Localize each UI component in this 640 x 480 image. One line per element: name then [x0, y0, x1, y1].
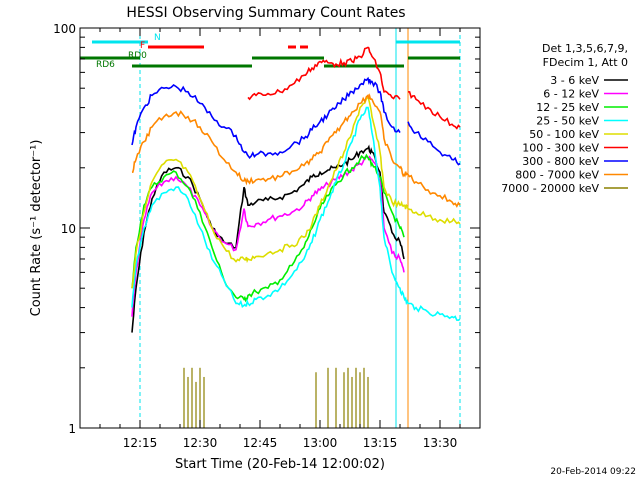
y-tick-label-2: 100	[53, 22, 76, 36]
series-0-line-0	[131, 144, 405, 333]
flag-label-n: N	[154, 33, 161, 43]
legend: Det 1,3,5,6,7,9,FDecim 1, Att 0 3 - 6 keV…	[501, 42, 628, 195]
legend-label-8: 7000 - 20000 keV	[501, 182, 599, 195]
y-tick-label-0: 1	[68, 422, 76, 436]
series-6-line-1	[407, 121, 461, 166]
x-tick-label-1: 12:30	[183, 436, 218, 450]
series-5-line-0	[247, 46, 401, 101]
series-7-line-0	[131, 92, 461, 208]
series-6-line-0	[131, 76, 401, 160]
series-3-line-0	[131, 106, 461, 322]
flag-label-rd0: RD0	[128, 51, 147, 61]
legend-label-3: 25 - 50 keV	[536, 115, 599, 128]
legend-label-1: 6 - 12 keV	[543, 88, 599, 101]
x-tick-label-5: 13:30	[423, 436, 458, 450]
flag-label-rd6: RD6	[96, 60, 115, 70]
legend-label-4: 50 - 100 keV	[529, 128, 599, 141]
axes-layer: 1 10 100 12:15 12:30 12:45 13:00 13:15 13:30	[53, 22, 480, 450]
chart-title: HESSI Observing Summary Count Rates	[126, 5, 405, 21]
x-tick-label-4: 13:15	[363, 436, 398, 450]
y-tick-label-1: 10	[61, 222, 76, 236]
legend-label-7: 800 - 7000 keV	[515, 169, 599, 182]
series-5-line-1	[407, 91, 461, 130]
x-axis-label: Start Time (20-Feb-14 12:00:02)	[175, 457, 385, 472]
y-axis-label: Count Rate (s⁻¹ detector⁻¹)	[29, 140, 44, 317]
x-tick-label-3: 13:00	[303, 436, 338, 450]
plot-timestamp: 20-Feb-2014 09:22	[550, 467, 636, 477]
flag-label-f: F	[140, 41, 145, 51]
x-tick-label-0: 12:15	[123, 436, 158, 450]
legend-header-0: Det 1,3,5,6,7,9,	[542, 42, 628, 55]
legend-label-0: 3 - 6 keV	[550, 74, 599, 87]
series-1-line-0	[131, 155, 405, 317]
series-2-line-0	[131, 153, 405, 303]
legend-header-1: FDecim 1, Att 0	[543, 56, 628, 69]
legend-label-6: 300 - 800 keV	[522, 155, 599, 168]
x-tick-label-2: 12:45	[243, 436, 278, 450]
legend-label-2: 12 - 25 keV	[536, 101, 599, 114]
legend-label-5: 100 - 300 keV	[522, 142, 599, 155]
series-4-line-0	[131, 96, 461, 289]
